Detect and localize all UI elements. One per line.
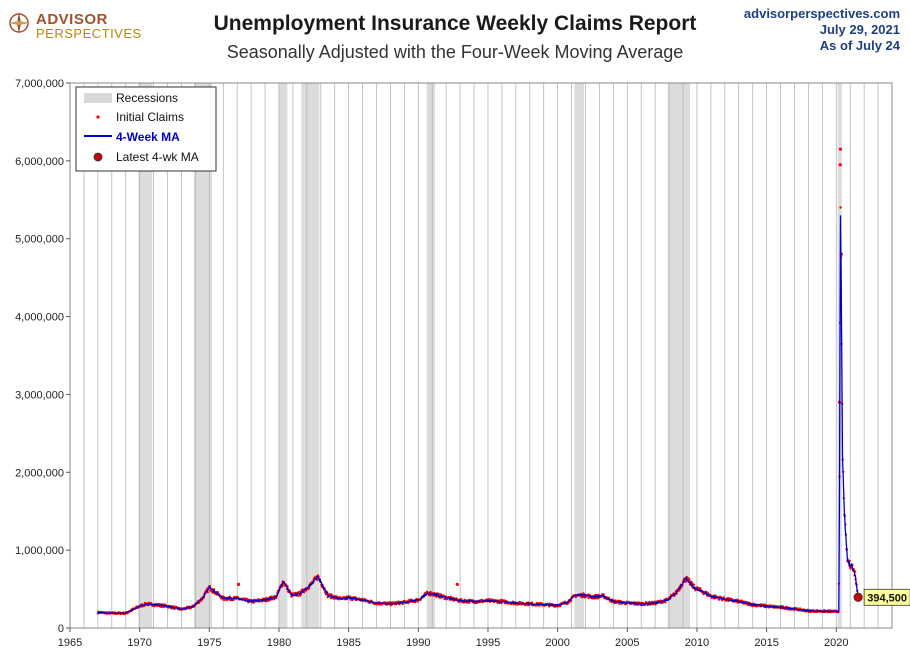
initial-claims-point bbox=[298, 590, 301, 594]
y-tick-label: 4,000,000 bbox=[15, 312, 64, 324]
initial-claims-point bbox=[301, 588, 304, 591]
initial-claims-point bbox=[236, 582, 241, 587]
legend-ma-label: 4-Week MA bbox=[116, 130, 180, 144]
initial-claims-point bbox=[401, 602, 404, 606]
initial-claims-point bbox=[736, 601, 739, 604]
x-tick-label: 1995 bbox=[476, 637, 500, 649]
y-tick-label: 2,000,000 bbox=[15, 467, 64, 479]
recession-bands bbox=[138, 83, 842, 628]
legend: Recessions Initial Claims 4-Week MA Late… bbox=[75, 86, 217, 172]
legend-latest-label: Latest 4-wk MA bbox=[116, 150, 199, 164]
y-tick-label: 0 bbox=[58, 623, 64, 635]
x-tick-label: 1980 bbox=[267, 637, 291, 649]
legend-recession-swatch bbox=[84, 93, 112, 103]
latest-marker-group: 394,500 bbox=[853, 588, 910, 606]
legend-initial-claims-swatch bbox=[96, 115, 100, 119]
x-tick-label: 2015 bbox=[754, 637, 778, 649]
latest-value-label: 394,500 bbox=[867, 592, 907, 604]
latest-ma-marker bbox=[853, 592, 863, 602]
recession-band bbox=[138, 83, 153, 628]
initial-claims-point bbox=[455, 582, 459, 587]
y-tick-label: 3,000,000 bbox=[15, 389, 64, 401]
recession-band bbox=[193, 83, 213, 628]
initial-claims-point bbox=[272, 598, 276, 601]
legend-recessions-label: Recessions bbox=[116, 91, 178, 105]
x-tick-label: 1985 bbox=[336, 637, 360, 649]
source-block: advisorperspectives.com July 29, 2021 As… bbox=[744, 6, 900, 54]
initial-claims-point bbox=[302, 591, 306, 594]
x-tick-label: 1965 bbox=[58, 637, 82, 649]
latest-value-box bbox=[863, 588, 910, 606]
y-tick-label: 6,000,000 bbox=[15, 156, 64, 168]
legend-initial-claims-label: Initial Claims bbox=[116, 110, 184, 124]
initial-claims-point bbox=[688, 579, 691, 582]
x-tick-label: 1970 bbox=[127, 637, 151, 649]
recession-band bbox=[278, 83, 288, 628]
ma-line bbox=[97, 215, 859, 615]
source-website[interactable]: advisorperspectives.com bbox=[743, 6, 900, 21]
recession-band bbox=[667, 83, 690, 628]
initial-claims-point bbox=[246, 597, 249, 601]
grid-lines bbox=[69, 83, 893, 628]
legend-latest-swatch bbox=[93, 152, 103, 162]
y-axis-ticks: 0 1,000,000 2,000,000 3,000,000 4,000,000 5,0… bbox=[15, 78, 70, 635]
y-tick-label: 7,000,000 bbox=[15, 78, 64, 90]
initial-claims-point bbox=[212, 588, 216, 591]
advisor-perspectives-logo: ADVISOR PERSPECTIVES bbox=[8, 8, 148, 42]
chart-title: Unemployment Insurance Weekly Claims Rep… bbox=[213, 12, 697, 35]
chart-subtitle: Seasonally Adjusted with the Four-Week M… bbox=[226, 42, 684, 62]
x-tick-label: 2010 bbox=[685, 637, 709, 649]
initial-claims-point bbox=[838, 163, 842, 167]
ma-series bbox=[97, 215, 859, 615]
x-tick-label: 1990 bbox=[406, 637, 430, 649]
compass-logo-icon bbox=[8, 12, 30, 34]
initial-claims-point bbox=[838, 147, 843, 151]
recession-band bbox=[426, 83, 436, 628]
x-tick-label: 2000 bbox=[545, 637, 569, 649]
x-tick-label: 1975 bbox=[197, 637, 221, 649]
recession-band bbox=[301, 83, 320, 628]
logo-word-advisor: ADVISOR bbox=[36, 11, 108, 28]
initial-claims-point bbox=[435, 595, 438, 599]
report-date: July 29, 2021 bbox=[819, 22, 900, 37]
initial-claims-point bbox=[839, 206, 842, 209]
y-tick-label: 1,000,000 bbox=[15, 545, 64, 557]
plot-border bbox=[69, 82, 893, 629]
initial-claims-point bbox=[664, 600, 667, 604]
initial-claims-point bbox=[351, 598, 354, 602]
as-of-date: As of July 24 bbox=[819, 38, 900, 53]
x-axis-ticks: 1965 1970 1975 1980 1985 1990 1995 2000 2005 2010… bbox=[58, 628, 849, 649]
initial-claims-point bbox=[437, 592, 440, 595]
recession-band bbox=[574, 83, 585, 628]
logo-word-perspectives: PERSPECTIVES bbox=[36, 26, 142, 41]
x-tick-label: 2005 bbox=[615, 637, 639, 649]
y-tick-label: 5,000,000 bbox=[15, 234, 64, 246]
x-tick-label: 2020 bbox=[824, 637, 848, 649]
